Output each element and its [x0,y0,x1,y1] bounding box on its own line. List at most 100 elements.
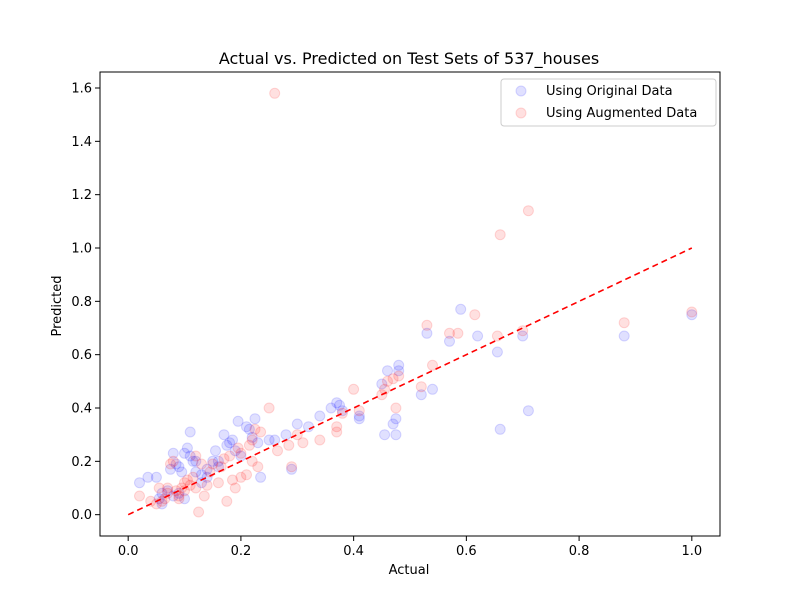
data-point-augmented [232,442,244,454]
data-point-original [246,431,258,443]
data-point-augmented [469,309,481,321]
data-point-augmented [201,479,213,491]
data-point-augmented [686,306,698,318]
data-point-original [249,413,261,425]
data-point-augmented [235,471,247,483]
data-point-augmented [165,458,176,470]
data-point-augmented [187,471,199,483]
data-point-augmented [212,477,224,489]
data-point-augmented [235,447,247,459]
data-point-original [190,466,202,478]
data-point-original [224,437,236,449]
data-point-augmented [193,506,205,518]
data-point-augmented [421,319,433,331]
data-point-original [376,378,388,390]
data-point-augmented [229,482,241,494]
data-point-original [255,471,267,483]
data-point-original [393,365,405,377]
reference-line [127,247,693,516]
data-point-augmented [179,485,190,497]
y-tick-label: 1.4 [71,135,92,150]
data-point-original [353,413,365,425]
data-point-augmented [184,479,196,491]
data-point-augmented [176,482,188,494]
data-point-augmented [243,439,255,451]
data-point-original [491,346,503,358]
data-point-original [522,405,534,417]
data-point-augmented [452,327,464,339]
data-point-original [325,402,337,414]
data-point-augmented [517,325,529,337]
data-point-original [421,327,433,339]
data-point-augmented [255,426,267,438]
data-point-augmented [291,429,303,441]
data-point-augmented [382,375,393,387]
data-point-augmented [221,495,233,507]
data-point-original [201,463,213,475]
data-point-original [184,426,196,438]
data-point-original [170,458,182,470]
data-point-augmented [167,455,179,467]
data-point-augmented [331,426,343,438]
data-point-original [379,429,391,441]
data-point-original [179,493,190,505]
y-tick-label: 0.8 [71,295,92,310]
data-point-original [286,463,298,475]
data-point-original [382,365,393,377]
y-axis-ticks: 0.0 0.2 0.4 0.6 0.8 1.0 1.2 1.4 1.6 [71,82,100,523]
axes-frame [99,71,721,537]
data-point-original [229,445,241,457]
data-point-original [444,335,455,347]
data-point-original [212,455,224,467]
y-tick-label: 0.4 [71,402,92,417]
data-point-original [387,418,399,430]
data-point-original [227,434,238,446]
data-point-augmented [283,439,295,451]
data-point-augmented [190,450,202,462]
y-tick-label: 1.6 [71,82,92,97]
data-points [134,87,698,518]
data-point-original [353,410,365,422]
data-point-augmented [494,229,506,241]
data-point-original [494,423,506,435]
data-point-augmented [272,445,283,457]
data-point-augmented [491,330,503,342]
data-point-augmented [618,317,630,329]
x-tick-label: 0.6 [456,544,477,559]
data-point-augmented [162,482,174,494]
data-point-augmented [134,490,145,502]
x-tick-label: 0.4 [343,544,364,559]
data-point-original [207,455,219,467]
data-point-augmented [297,437,309,449]
legend-label-original: Using Original Data [546,84,673,99]
data-point-augmented [241,469,252,481]
x-axis-ticks: 0.0 0.2 0.4 0.6 0.8 1.0 [118,536,702,559]
data-point-augmented [207,458,219,470]
y-axis-label: Predicted [50,275,65,336]
x-tick-label: 0.2 [231,544,252,559]
y-tick-label: 1.2 [71,188,92,203]
data-point-original [415,389,427,401]
data-point-augmented [522,205,534,217]
data-point-original [472,330,484,342]
data-point-augmented [336,407,348,419]
data-point-original [390,429,402,441]
legend-label-augmented: Using Augmented Data [546,106,697,121]
data-point-original [280,429,292,441]
data-point-augmented [263,402,275,414]
data-point-original [167,447,179,459]
data-point-original [156,498,168,510]
data-point-original [150,471,162,483]
data-point-augmented [427,359,438,371]
data-point-original [176,466,188,478]
data-point-original [165,463,176,475]
data-point-augmented [331,421,343,433]
data-point-original [269,434,281,446]
data-point-original [173,461,185,473]
data-point-augmented [415,381,427,393]
legend-marker-original [515,85,527,97]
data-point-augmented [286,461,298,473]
x-tick-label: 0.8 [569,544,590,559]
data-point-augmented [181,474,193,486]
data-point-original [179,447,190,459]
